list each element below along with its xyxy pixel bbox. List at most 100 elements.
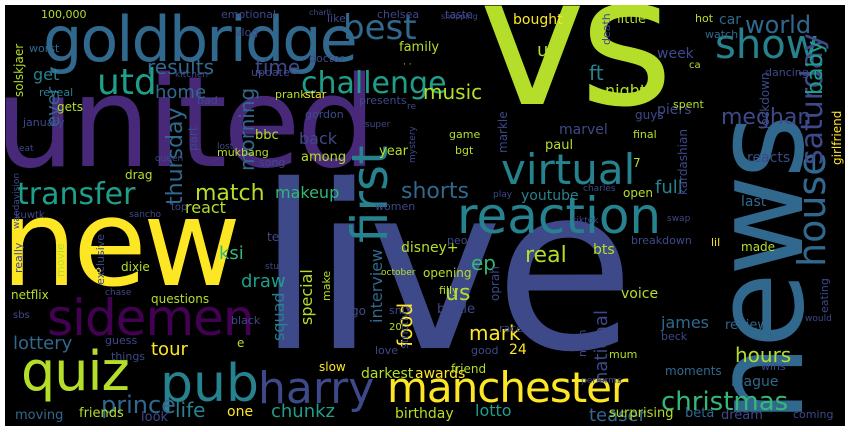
- word-moving: moving: [15, 408, 64, 423]
- word-spent: spent: [673, 98, 704, 111]
- word-james: james: [661, 313, 710, 332]
- word-studios: studios: [265, 262, 298, 272]
- word-open: open: [623, 186, 653, 200]
- word-reaction: reaction: [457, 187, 662, 245]
- word-reveal: reveal: [39, 86, 74, 99]
- word-lockdown: lockdown: [758, 72, 772, 129]
- word-chelsea: chelsea: [377, 8, 420, 21]
- word-mark: mark: [469, 321, 521, 345]
- word-little: little: [617, 12, 647, 27]
- word-united: united: [5, 49, 377, 196]
- word-darkest: darkest: [361, 366, 414, 382]
- word-week: week: [657, 46, 694, 62]
- word-super: super: [365, 120, 391, 130]
- word-surprising: surprising: [609, 406, 674, 421]
- word-netflix: netflix: [11, 288, 49, 302]
- word-beta: beta: [685, 406, 715, 421]
- word-reacts: reacts: [747, 150, 791, 166]
- word-react: react: [185, 198, 226, 217]
- word-meghan: meghan: [721, 105, 812, 130]
- word-coming: coming: [793, 408, 834, 421]
- word-goldbridge: goldbridge: [43, 5, 358, 76]
- word-dixie: dixie: [121, 260, 150, 274]
- word-interview: interview: [367, 248, 386, 323]
- word-challenge: challenge: [301, 66, 447, 101]
- word-get: get: [33, 65, 60, 84]
- word-black: black: [231, 314, 261, 327]
- word-eat: eat: [19, 144, 34, 154]
- word-performs: performs: [581, 376, 622, 386]
- word-cloud-canvas: vs live news united new goldbridge react…: [5, 5, 845, 426]
- word-sancho: sancho: [129, 210, 162, 220]
- word-harry: harry: [258, 363, 375, 414]
- word-race: race: [499, 322, 524, 335]
- word-queen: queen: [155, 154, 184, 164]
- word-transfer: transfer: [17, 177, 136, 212]
- word-results: results: [147, 55, 215, 79]
- word-time: time: [255, 55, 301, 79]
- word-battle: battle: [437, 302, 476, 317]
- word-eating: eating: [818, 278, 831, 313]
- word-review: review: [725, 318, 768, 333]
- word-ft: ft: [589, 61, 604, 85]
- word-world: world: [745, 11, 812, 39]
- word-full: full: [655, 177, 683, 198]
- word-friend: friend: [451, 362, 487, 376]
- word-marvel: marvel: [559, 122, 608, 138]
- word-vs: vs: [479, 5, 673, 147]
- word-women: women: [375, 200, 416, 213]
- word-utd: utd: [97, 62, 157, 103]
- word-bts: bts: [593, 242, 615, 258]
- word-24: 24: [509, 342, 527, 358]
- word-moments: moments: [665, 364, 722, 378]
- word-guess: guess: [105, 334, 138, 347]
- word-prank: prank: [275, 88, 307, 101]
- word-mystery: mystery: [408, 126, 418, 163]
- word-bgt: bgt: [455, 144, 474, 157]
- word-presents: presents: [359, 94, 407, 107]
- word-chunkz: chunkz: [271, 401, 335, 422]
- word-7: 7: [633, 156, 641, 170]
- word-update: update: [251, 66, 290, 79]
- word-people: people: [447, 234, 485, 247]
- word-piers: piers: [657, 102, 692, 118]
- word-ca: ca: [689, 60, 701, 71]
- word-draw: draw: [241, 271, 286, 292]
- word-dots: · ·: [403, 60, 412, 70]
- word-look: look: [141, 410, 169, 425]
- word-music: music: [423, 80, 483, 104]
- word-chase: chase: [105, 288, 132, 298]
- word-makeup: makeup: [275, 183, 340, 202]
- word-live: live: [257, 136, 635, 402]
- word-national: national: [591, 310, 612, 383]
- word-oprah: oprah: [488, 266, 502, 301]
- word-bbc: bbc: [255, 128, 279, 143]
- word-january: january: [23, 116, 65, 129]
- word-last: last: [741, 194, 767, 210]
- word-first: first: [341, 145, 399, 243]
- word-markle: markle: [496, 111, 510, 153]
- word-emotional: emotional: [221, 8, 277, 21]
- word-show: show: [715, 22, 819, 68]
- word-go: go: [351, 304, 366, 318]
- word-song: song: [259, 156, 286, 169]
- word-noah: noah: [576, 329, 589, 357]
- word-doctor: doctor: [309, 52, 345, 65]
- word-new: new: [5, 175, 241, 314]
- word-charli: charli: [309, 8, 332, 17]
- word-ksi: ksi: [219, 243, 244, 264]
- word-best: best: [343, 8, 417, 48]
- word-e: e: [237, 336, 245, 350]
- word-mukbang: mukbang: [217, 146, 269, 159]
- word-mo: mo: [87, 266, 102, 276]
- word-drag: drag: [125, 168, 153, 182]
- word-year: year: [379, 144, 409, 159]
- word-teaser: teaser: [589, 405, 647, 426]
- word-filly: filly: [439, 284, 459, 297]
- word-quiz: quiz: [21, 340, 130, 403]
- word-wins: wins: [761, 360, 786, 373]
- word-manchester: manchester: [387, 363, 628, 412]
- word-beck: beck: [661, 330, 688, 343]
- word-uk: uk: [537, 40, 559, 61]
